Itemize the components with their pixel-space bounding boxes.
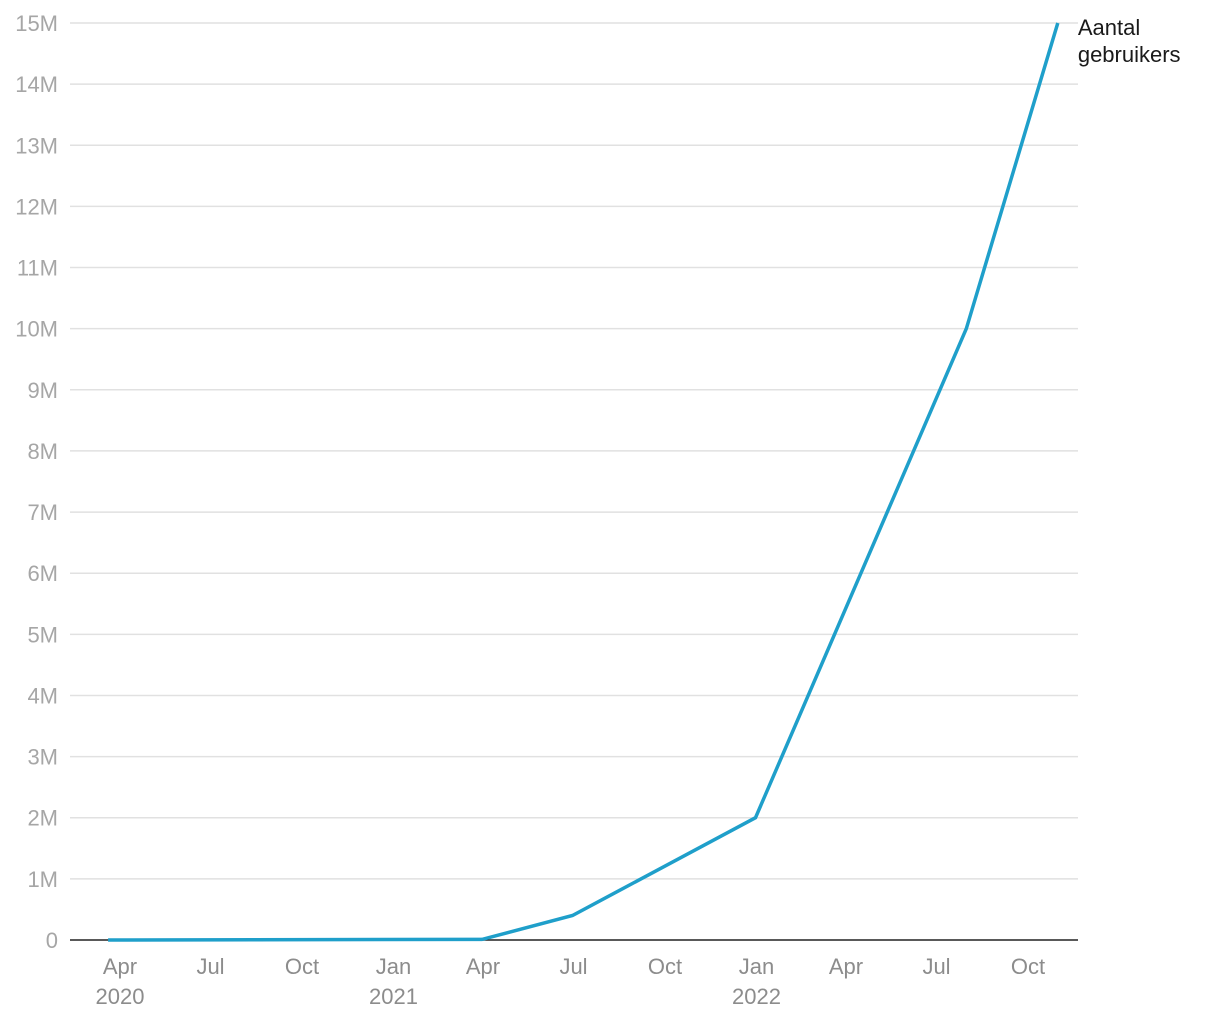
y-tick-label: 6M	[27, 561, 58, 586]
x-tick-label: Jan	[739, 954, 774, 979]
series-label: Aantal gebruikers	[1078, 15, 1181, 67]
y-tick-label: 10M	[15, 317, 58, 342]
x-tick-label: Jul	[559, 954, 587, 979]
y-tick-label: 5M	[27, 622, 58, 647]
y-tick-label: 13M	[15, 133, 58, 158]
x-tick-label: Oct	[285, 954, 319, 979]
x-tick-label: Apr	[466, 954, 500, 979]
series-layer	[108, 22, 1060, 942]
y-tick-label: 0	[46, 928, 58, 953]
x-tick-year-label: 2022	[732, 984, 781, 1009]
x-tick-label: Apr	[829, 954, 863, 979]
x-tick-year-label: 2021	[369, 984, 418, 1009]
y-tick-label: 7M	[27, 500, 58, 525]
series-label-line: Aantal	[1078, 15, 1140, 40]
y-tick-label: 4M	[27, 683, 58, 708]
x-tick-label: Jul	[196, 954, 224, 979]
y-tick-label: 2M	[27, 806, 58, 831]
y-tick-label: 8M	[27, 439, 58, 464]
y-tick-label: 9M	[27, 378, 58, 403]
y-tick-label: 15M	[15, 11, 58, 36]
x-tick-label: Jul	[922, 954, 950, 979]
y-tick-label: 3M	[27, 745, 58, 770]
y-tick-label: 12M	[15, 194, 58, 219]
x-tick-label: Apr	[103, 954, 137, 979]
x-tick-label: Oct	[648, 954, 682, 979]
y-tick-label: 14M	[15, 72, 58, 97]
series-line	[108, 22, 1060, 942]
y-axis: 0 1M 2M 3M 4M 5M 6M 7M 8M 9M 10M 11M 12M 13M 14M 15M	[15, 11, 58, 953]
x-axis: Apr 2020 Jul Oct Jan 2021 Apr Jul Oct Jan 2022 Apr J…	[96, 954, 1046, 1009]
series-label-line: gebruikers	[1078, 42, 1181, 67]
x-tick-year-label: 2020	[96, 984, 145, 1009]
y-tick-label: 1M	[27, 867, 58, 892]
x-tick-label: Jan	[376, 954, 411, 979]
grid-layer	[70, 22, 1078, 941]
y-tick-label: 11M	[17, 256, 58, 281]
x-tick-label: Oct	[1011, 954, 1045, 979]
